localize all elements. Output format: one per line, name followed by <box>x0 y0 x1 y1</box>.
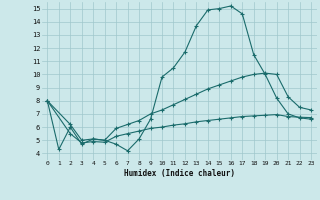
X-axis label: Humidex (Indice chaleur): Humidex (Indice chaleur) <box>124 169 235 178</box>
